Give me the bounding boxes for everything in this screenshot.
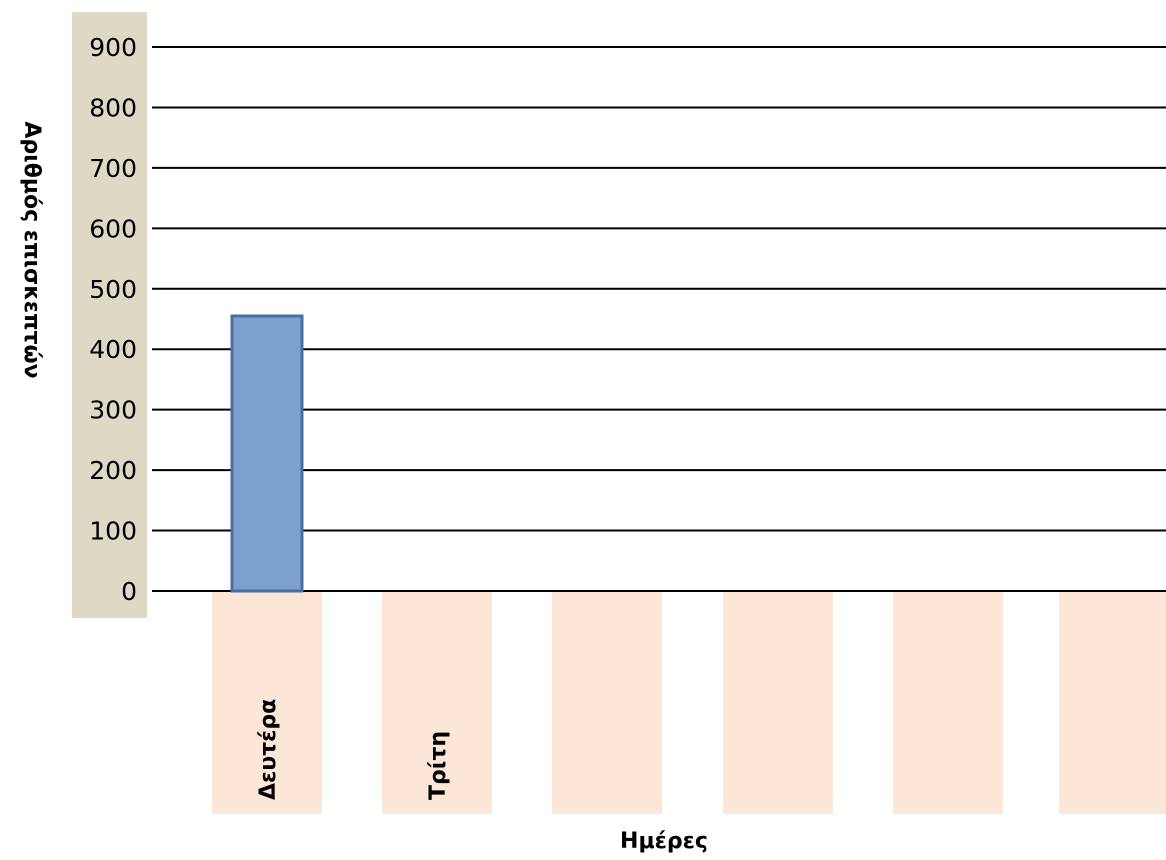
category-label: Τρίτη [426, 731, 451, 800]
category-band [1059, 591, 1166, 814]
y-tick-labels: 0 100 200 300 400 500 600 700 800 900 [89, 33, 137, 606]
y-tick-label: 300 [89, 396, 137, 425]
y-tick-label: 500 [89, 275, 137, 304]
y-axis-title: Αριθμός επισκεπτών [19, 121, 44, 378]
y-tick-label: 800 [89, 93, 137, 122]
y-tick-label: 100 [89, 517, 137, 546]
gridlines [152, 46, 1166, 592]
y-tick-label: 400 [89, 335, 137, 364]
y-tick-label: 700 [89, 154, 137, 183]
y-tick-label: 0 [121, 577, 137, 606]
x-axis-title: Ημέρες [620, 829, 708, 854]
category-band [723, 591, 833, 814]
category-label: Δευτέρα [256, 699, 281, 800]
category-labels: Δευτέρα Τρίτη [256, 699, 451, 800]
y-tick-label: 200 [89, 456, 137, 485]
category-bands [212, 591, 1166, 814]
y-axis-band [72, 12, 147, 618]
category-band [212, 591, 322, 814]
category-band [552, 591, 662, 814]
bars [230, 314, 304, 593]
y-tick-label: 600 [89, 214, 137, 243]
y-tick-label: 900 [89, 33, 137, 62]
category-band [382, 591, 492, 814]
bar [230, 314, 304, 593]
category-band [893, 591, 1003, 814]
